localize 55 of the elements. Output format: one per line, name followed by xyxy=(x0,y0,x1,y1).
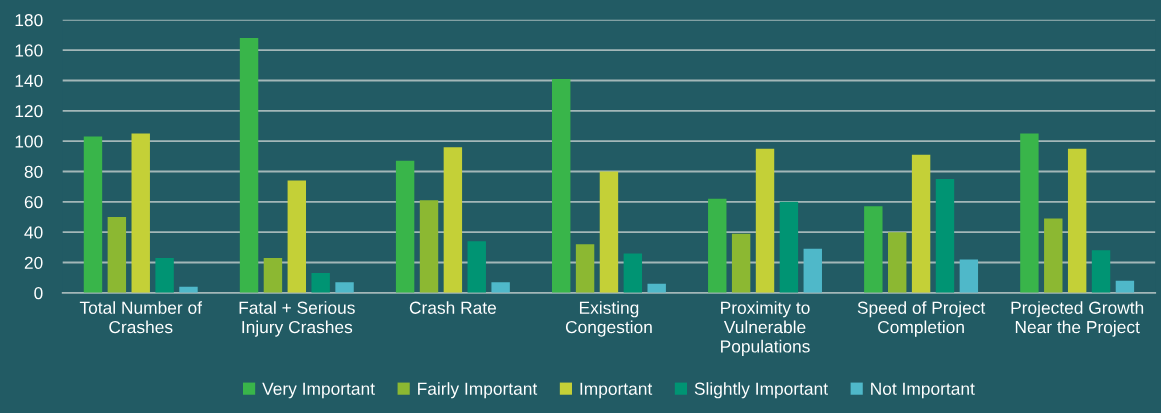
x-tick-label: Speed of Project Completion xyxy=(857,301,986,337)
bar xyxy=(239,38,259,293)
legend-label: Very Important xyxy=(262,382,375,399)
bar xyxy=(467,241,486,293)
bar xyxy=(1091,250,1111,293)
bar xyxy=(599,171,619,293)
bar xyxy=(959,259,979,293)
y-tick-label: 120 xyxy=(15,104,43,118)
bar xyxy=(935,179,955,293)
y-tick-label: 20 xyxy=(24,256,43,269)
bar xyxy=(864,206,883,293)
legend-label: Fairly Important xyxy=(418,382,538,399)
x-tick-label: Total Number of Crashes xyxy=(79,301,203,334)
bar xyxy=(551,78,571,293)
bar xyxy=(131,133,150,293)
bar xyxy=(335,282,354,293)
bar xyxy=(419,200,439,293)
bar xyxy=(155,257,174,293)
x-tick-label: Existing Congestion xyxy=(565,301,652,337)
x-tick-label: Fatal + Serious Injury Crashes xyxy=(239,301,355,337)
y-tick-label: 180 xyxy=(15,13,43,27)
bar xyxy=(263,257,283,293)
bar xyxy=(1067,148,1087,293)
legend-label: Not Important xyxy=(871,382,975,399)
legend-label: Slightly Important xyxy=(694,382,828,399)
bar xyxy=(779,201,799,293)
bar xyxy=(287,180,307,293)
bar xyxy=(311,273,330,293)
y-tick-label: 80 xyxy=(24,165,43,178)
y-tick-label: 100 xyxy=(15,135,43,148)
bar xyxy=(83,136,103,293)
y-tick-label: 140 xyxy=(15,74,43,87)
bar xyxy=(708,198,727,293)
bar xyxy=(803,248,822,293)
bar xyxy=(755,148,775,293)
y-tick-label: 0 xyxy=(34,286,43,300)
bar xyxy=(888,232,907,293)
y-tick-label: 40 xyxy=(24,226,43,239)
y-tick-label: 160 xyxy=(15,44,43,57)
x-tick-label: Projected Growth Near the Project xyxy=(1011,301,1144,337)
bar xyxy=(491,282,510,293)
x-tick-label: Proximity to Vulnerable Populations xyxy=(721,301,810,356)
bar xyxy=(623,253,643,293)
legend-label: Important xyxy=(580,382,653,399)
y-tick-label: 60 xyxy=(24,195,43,209)
bar xyxy=(647,283,666,293)
x-tick-label: Crash Rate xyxy=(409,301,497,314)
bar xyxy=(911,154,931,293)
bar xyxy=(395,160,415,293)
bar xyxy=(731,233,751,293)
bar xyxy=(1020,133,1039,293)
bar xyxy=(443,147,463,293)
bar xyxy=(107,216,127,293)
bar xyxy=(1044,218,1063,293)
bar xyxy=(575,244,595,293)
